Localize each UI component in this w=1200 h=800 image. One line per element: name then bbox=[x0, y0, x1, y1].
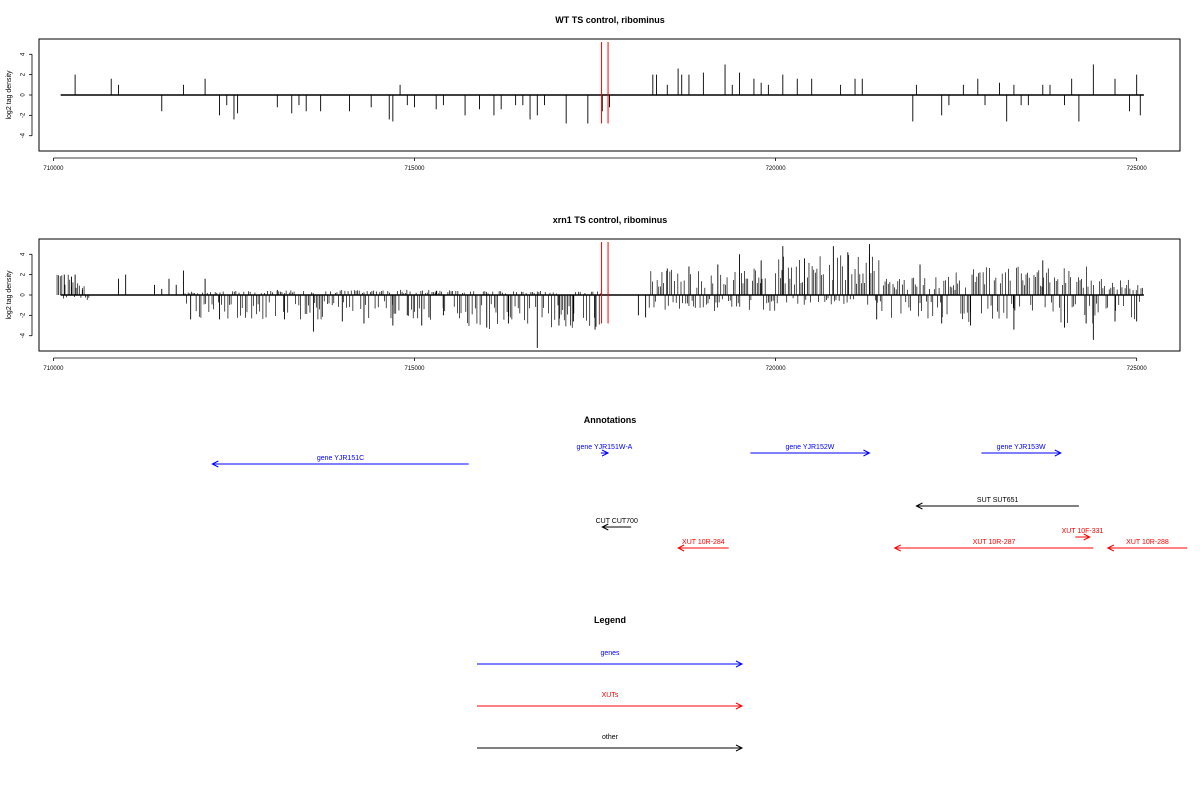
wt-bars bbox=[60, 42, 1144, 124]
legend-entry: XUTs bbox=[477, 692, 744, 710]
annotation-feature: XUT 10R-287 bbox=[893, 539, 1094, 552]
annotation-features: gene YJR151C gene YJR151W-A gene YJR152W ge… bbox=[211, 444, 1188, 552]
legend-panel: Legend genes XUTs other bbox=[477, 615, 744, 752]
wt-track-panel: WT TS control, ribominus log2 tag densit… bbox=[6, 15, 1181, 172]
x-tick-label: 720000 bbox=[766, 366, 787, 372]
wt-y-axis-label: log2 tag density bbox=[6, 70, 13, 120]
annotation-feature: gene YJR151C bbox=[211, 455, 469, 468]
legend-label: XUTs bbox=[602, 692, 619, 699]
arrow-head bbox=[735, 744, 744, 752]
xrn1-plot-frame bbox=[38, 238, 1181, 352]
wt-track-title: WT TS control, ribominus bbox=[555, 15, 665, 25]
xrn1-y-axis-label: log2 tag density bbox=[6, 270, 13, 320]
annotation-label: XUT 10R-284 bbox=[682, 539, 725, 546]
arrow-head bbox=[601, 523, 609, 531]
legend-title: Legend bbox=[594, 615, 626, 625]
annotation-feature: gene YJR151W-A bbox=[577, 444, 633, 457]
xrn1-bars bbox=[56, 242, 1144, 348]
y-tick-label: -4 bbox=[21, 332, 27, 338]
annotation-feature: gene YJR153W bbox=[981, 444, 1062, 457]
arrow-head bbox=[735, 660, 744, 668]
xrn1-axes: -4 -2 0 2 4 710000 715000 720000 725000 bbox=[21, 252, 1148, 372]
annotation-feature: XUT 10R-284 bbox=[676, 539, 729, 552]
x-tick-label: 710000 bbox=[43, 166, 64, 172]
arrow-head bbox=[735, 702, 744, 710]
arrow-head bbox=[1054, 449, 1062, 457]
wt-axes: -4 -2 0 2 4 710000 715000 720000 725000 bbox=[21, 52, 1148, 172]
arrow-head bbox=[863, 449, 871, 457]
xrn1-track-panel: xrn1 TS control, ribominus log2 tag dens… bbox=[6, 215, 1181, 372]
arrow-head bbox=[211, 460, 219, 468]
annotation-label: XUT 10R-288 bbox=[1126, 539, 1169, 546]
annotation-label: gene YJR152W bbox=[785, 444, 834, 451]
arrow-head bbox=[893, 544, 901, 552]
y-tick-label: 4 bbox=[21, 252, 27, 256]
legend-entries: genes XUTs other bbox=[477, 650, 744, 752]
y-tick-label: -2 bbox=[21, 312, 27, 318]
y-tick-label: 2 bbox=[21, 272, 27, 276]
annotation-label: CUT CUT700 bbox=[596, 518, 638, 525]
legend-label: other bbox=[602, 734, 619, 741]
y-tick-label: 0 bbox=[21, 293, 27, 297]
y-tick-label: 4 bbox=[21, 52, 27, 56]
annotation-label: XUT 10R-287 bbox=[973, 539, 1016, 546]
annotation-feature: gene YJR152W bbox=[750, 444, 871, 457]
legend-label: genes bbox=[600, 650, 620, 657]
x-tick-label: 725000 bbox=[1127, 366, 1148, 372]
annotation-feature: XUT 10R-288 bbox=[1106, 539, 1188, 552]
legend-entry: other bbox=[477, 734, 744, 752]
arrow-head bbox=[1106, 544, 1115, 552]
arrow-head bbox=[601, 449, 610, 457]
y-tick-label: -2 bbox=[21, 112, 27, 118]
x-tick-label: 720000 bbox=[766, 166, 787, 172]
arrow-head bbox=[1083, 533, 1091, 541]
annotations-title: Annotations bbox=[584, 415, 637, 425]
x-tick-label: 725000 bbox=[1127, 166, 1148, 172]
annotation-label: XUT 10F-331 bbox=[1062, 528, 1104, 535]
x-tick-label: 715000 bbox=[405, 166, 426, 172]
annotation-feature: SUT SUT651 bbox=[915, 497, 1079, 510]
annotation-label: gene YJR151W-A bbox=[577, 444, 633, 451]
x-tick-label: 710000 bbox=[43, 366, 64, 372]
annotation-feature: XUT 10F-331 bbox=[1062, 528, 1104, 541]
arrow-head bbox=[915, 502, 923, 510]
y-tick-label: -4 bbox=[21, 132, 27, 138]
annotation-label: SUT SUT651 bbox=[977, 497, 1019, 504]
arrow-head bbox=[676, 544, 685, 552]
annotation-label: gene YJR151C bbox=[317, 455, 364, 462]
x-tick-label: 715000 bbox=[405, 366, 426, 372]
y-tick-label: 2 bbox=[21, 72, 27, 76]
legend-entry: genes bbox=[477, 650, 744, 668]
annotation-feature: CUT CUT700 bbox=[596, 518, 638, 531]
annotation-label: gene YJR153W bbox=[997, 444, 1046, 451]
y-tick-label: 0 bbox=[21, 93, 27, 97]
xrn1-track-title: xrn1 TS control, ribominus bbox=[553, 215, 668, 225]
wt-plot-frame bbox=[38, 38, 1181, 152]
